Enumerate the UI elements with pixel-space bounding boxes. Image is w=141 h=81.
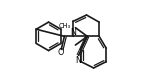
Text: O: O xyxy=(58,48,64,57)
Text: N: N xyxy=(70,28,76,37)
Text: N: N xyxy=(75,56,81,65)
Text: CH₃: CH₃ xyxy=(59,23,71,29)
